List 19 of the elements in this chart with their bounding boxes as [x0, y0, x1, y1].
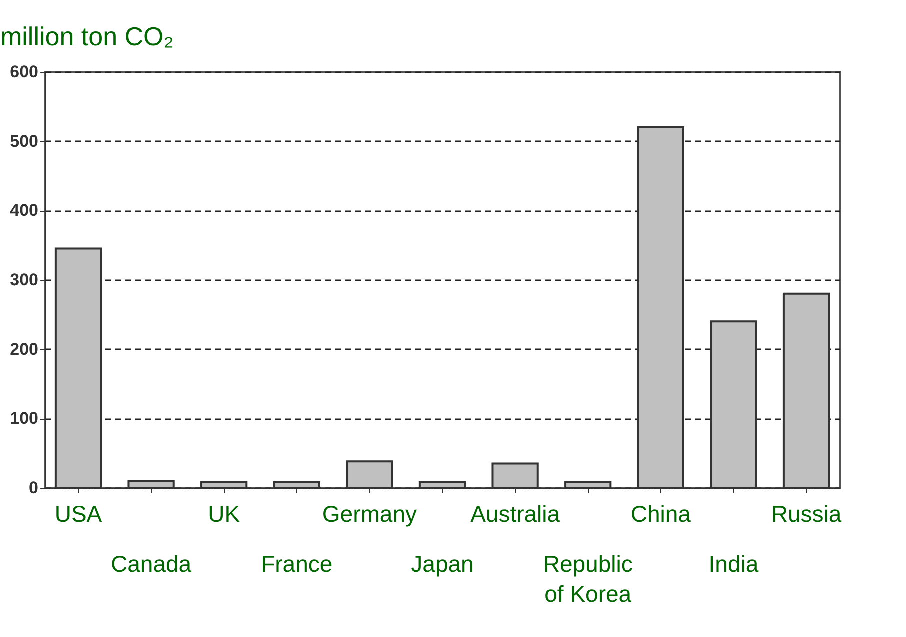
y-tick-label: 500: [10, 132, 38, 151]
x-tick-label: Republic of Korea: [543, 551, 633, 607]
x-tick-label: Canada: [111, 551, 192, 577]
x-tick-label: India: [708, 551, 759, 577]
x-tick-label: UK: [208, 501, 241, 527]
x-tick-label: France: [261, 551, 333, 577]
x-tick-label: USA: [54, 501, 103, 527]
y-axis-title: million ton CO₂: [0, 22, 174, 52]
y-tick-label: 200: [10, 340, 38, 359]
x-tick-label: Japan: [411, 551, 474, 577]
y-tick-label: 100: [10, 409, 38, 428]
x-tick-label: Australia: [470, 501, 560, 527]
y-tick-label: 400: [10, 201, 38, 220]
x-tick-label: China: [630, 501, 692, 527]
x-tick-label: Germany: [322, 501, 418, 527]
y-tick-label: 600: [10, 62, 38, 82]
y-tick-label: 300: [10, 270, 38, 290]
x-tick-label: Russia: [771, 501, 842, 527]
y-tick-label: 0: [29, 478, 38, 498]
